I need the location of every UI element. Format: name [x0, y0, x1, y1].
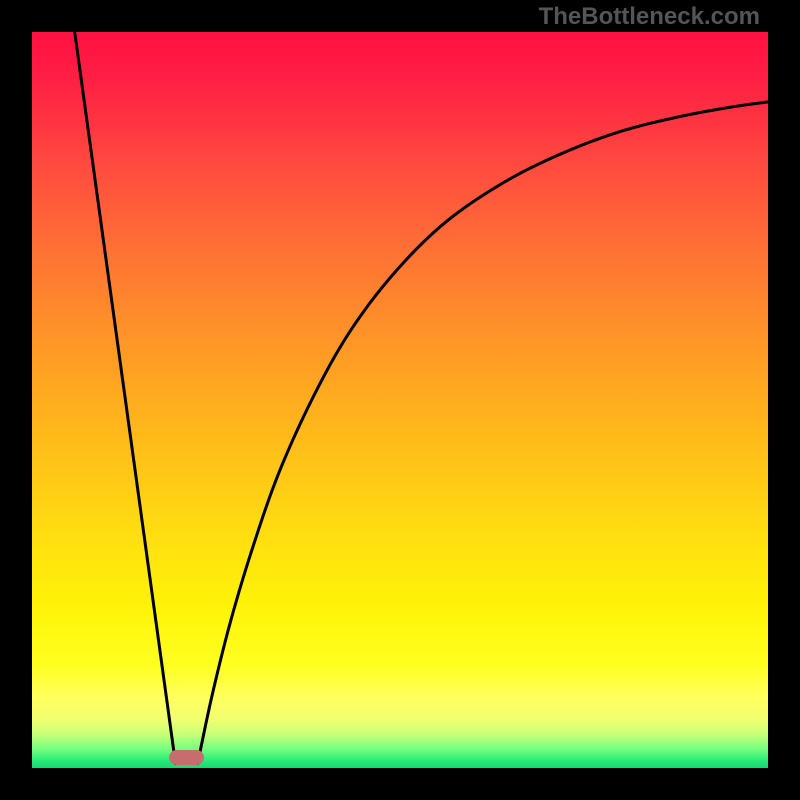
plot-area — [32, 32, 768, 768]
bottleneck-marker — [169, 750, 204, 765]
curve-svg — [32, 32, 768, 768]
curve-right-path — [198, 102, 768, 764]
curve-left-line — [75, 32, 176, 764]
chart-container: { "canvas": { "width": 800, "height": 80… — [0, 0, 800, 800]
watermark-label: TheBottleneck.com — [539, 3, 760, 31]
